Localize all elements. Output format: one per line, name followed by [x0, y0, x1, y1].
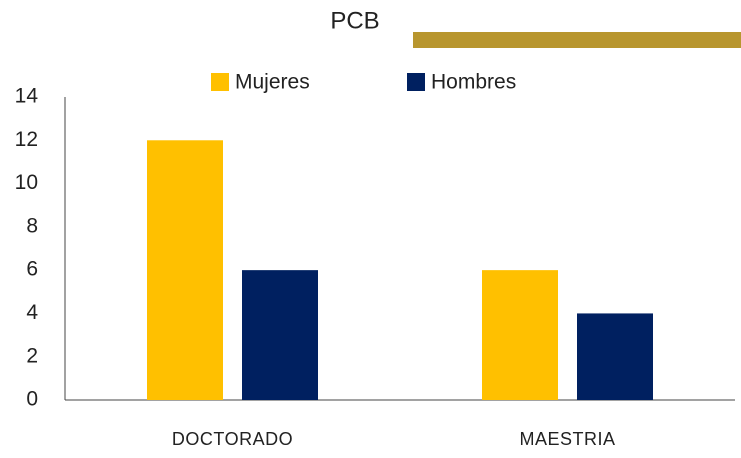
- y-tick-label: 0: [26, 388, 38, 411]
- y-tick-label: 12: [15, 128, 38, 151]
- bar: [577, 313, 653, 400]
- y-tick-label: 8: [26, 214, 38, 237]
- y-tick-label: 2: [26, 344, 38, 367]
- legend-label: Mujeres: [235, 71, 310, 94]
- legend-swatch: [211, 73, 229, 91]
- y-tick-label: 10: [15, 171, 38, 194]
- legend-label: Hombres: [431, 71, 516, 94]
- legend-swatch: [407, 73, 425, 91]
- bar: [482, 270, 558, 400]
- x-tick-label: DOCTORADO: [172, 429, 293, 449]
- bar: [147, 140, 223, 401]
- chart-title: PCB: [330, 7, 379, 34]
- decorative-band: [413, 32, 741, 48]
- y-tick-label: 4: [26, 301, 38, 324]
- bar: [242, 270, 318, 400]
- y-tick-label: 6: [26, 258, 38, 281]
- y-tick-label: 14: [15, 85, 39, 108]
- x-tick-label: MAESTRIA: [519, 429, 615, 449]
